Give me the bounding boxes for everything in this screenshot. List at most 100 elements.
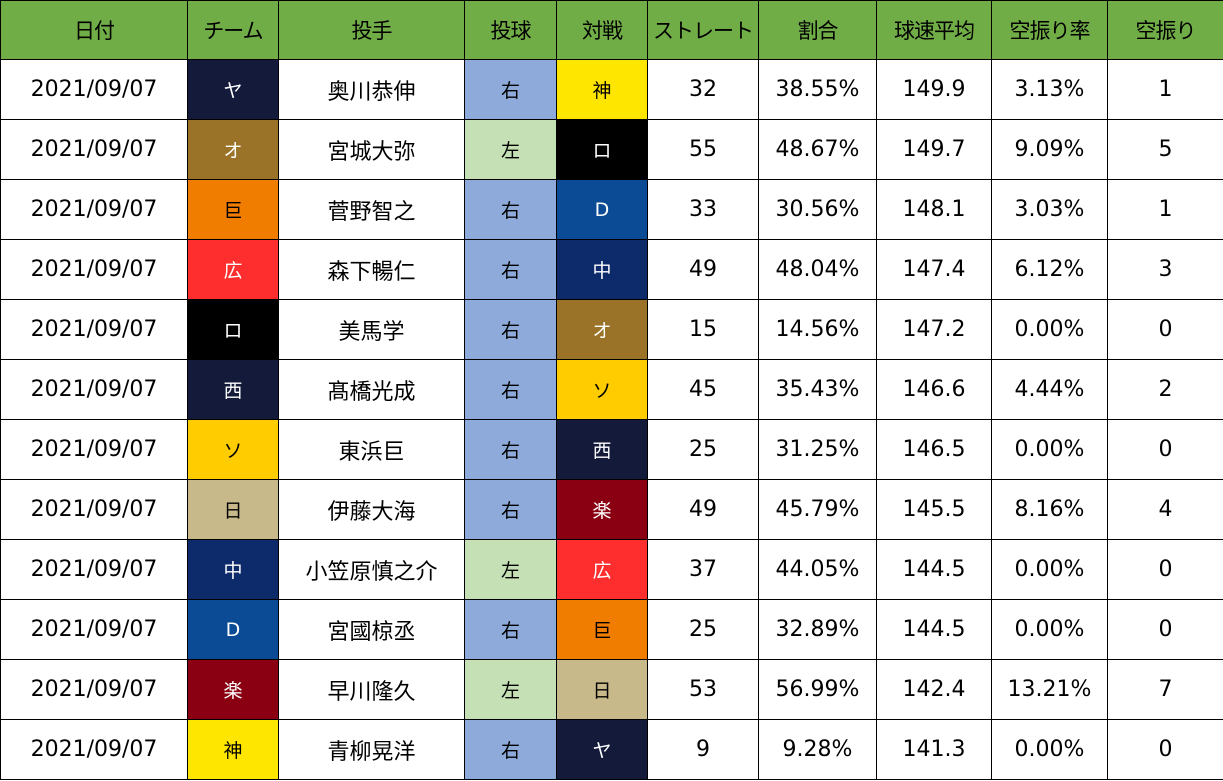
cell-opponent: ロ xyxy=(556,119,648,180)
cell-straight: 33 xyxy=(647,179,759,240)
cell-team: D xyxy=(187,599,279,660)
cell-straight: 9 xyxy=(647,719,759,780)
cell-opponent: D xyxy=(556,179,648,240)
cell-opponent: オ xyxy=(556,299,648,360)
cell-whiff-rate: 9.09% xyxy=(991,119,1108,180)
cell-straight: 53 xyxy=(647,659,759,720)
table-row: 2021/09/07 ロ美馬学右オ 15 14.56% 147.2 0.00% 0 xyxy=(0,299,1223,360)
cell-date: 2021/09/07 xyxy=(0,119,188,180)
cell-speed: 144.5 xyxy=(876,539,992,600)
header-whiff-rate: 空振り率 xyxy=(991,0,1108,60)
cell-speed: 146.6 xyxy=(876,359,992,420)
cell-whiff-rate: 0.00% xyxy=(991,599,1108,660)
cell-hand: 左 xyxy=(464,539,557,600)
cell-ratio: 44.05% xyxy=(758,539,877,600)
cell-date: 2021/09/07 xyxy=(0,179,188,240)
cell-whiffs: 3 xyxy=(1107,239,1223,300)
cell-date: 2021/09/07 xyxy=(0,719,188,780)
cell-date: 2021/09/07 xyxy=(0,59,188,120)
cell-whiff-rate: 0.00% xyxy=(991,419,1108,480)
cell-pitcher: 森下暢仁 xyxy=(278,239,465,300)
cell-whiffs: 0 xyxy=(1107,539,1223,600)
cell-opponent: 西 xyxy=(556,419,648,480)
cell-pitcher: 伊藤大海 xyxy=(278,479,465,540)
cell-speed: 141.3 xyxy=(876,719,992,780)
cell-pitcher: 宮國椋丞 xyxy=(278,599,465,660)
cell-team: 中 xyxy=(187,539,279,600)
cell-date: 2021/09/07 xyxy=(0,359,188,420)
cell-opponent: 神 xyxy=(556,59,648,120)
cell-speed: 147.2 xyxy=(876,299,992,360)
cell-hand: 右 xyxy=(464,419,557,480)
cell-date: 2021/09/07 xyxy=(0,419,188,480)
header-row: 日付 チーム 投手 投球 対戦 ストレート 割合 球速平均 空振り率 空振り xyxy=(0,0,1223,60)
table-row: 2021/09/07 D 宮國椋丞右巨 25 32.89% 144.5 0.00% 0 xyxy=(0,599,1223,660)
cell-speed: 145.5 xyxy=(876,479,992,540)
cell-opponent: 楽 xyxy=(556,479,648,540)
cell-pitcher: 菅野智之 xyxy=(278,179,465,240)
table-row: 2021/09/07 中小笠原慎之介左広 37 44.05% 144.5 0.00% 0 xyxy=(0,539,1223,600)
header-speed: 球速平均 xyxy=(876,0,992,60)
cell-team: ロ xyxy=(187,299,279,360)
cell-team: ヤ xyxy=(187,59,279,120)
cell-pitcher: 宮城大弥 xyxy=(278,119,465,180)
cell-whiffs: 7 xyxy=(1107,659,1223,720)
cell-whiff-rate: 0.00% xyxy=(991,539,1108,600)
cell-date: 2021/09/07 xyxy=(0,479,188,540)
cell-hand: 右 xyxy=(464,239,557,300)
cell-ratio: 48.67% xyxy=(758,119,877,180)
cell-ratio: 38.55% xyxy=(758,59,877,120)
cell-whiff-rate: 6.12% xyxy=(991,239,1108,300)
cell-pitcher: 美馬学 xyxy=(278,299,465,360)
header-ratio: 割合 xyxy=(758,0,877,60)
cell-pitcher: 東浜巨 xyxy=(278,419,465,480)
cell-speed: 149.9 xyxy=(876,59,992,120)
table-row: 2021/09/07 巨菅野智之右 D 33 30.56% 148.1 3.03% 1 xyxy=(0,179,1223,240)
cell-straight: 49 xyxy=(647,479,759,540)
cell-hand: 右 xyxy=(464,59,557,120)
cell-straight: 37 xyxy=(647,539,759,600)
table-row: 2021/09/07 ヤ奥川恭伸右神 32 38.55% 149.9 3.13% 1 xyxy=(0,59,1223,120)
cell-ratio: 48.04% xyxy=(758,239,877,300)
cell-straight: 45 xyxy=(647,359,759,420)
cell-ratio: 45.79% xyxy=(758,479,877,540)
cell-whiffs: 0 xyxy=(1107,719,1223,780)
table-row: 2021/09/07 楽早川隆久左日 53 56.99% 142.4 13.21% 7 xyxy=(0,659,1223,720)
cell-speed: 142.4 xyxy=(876,659,992,720)
cell-ratio: 35.43% xyxy=(758,359,877,420)
cell-whiffs: 4 xyxy=(1107,479,1223,540)
cell-straight: 25 xyxy=(647,419,759,480)
cell-ratio: 9.28% xyxy=(758,719,877,780)
cell-date: 2021/09/07 xyxy=(0,599,188,660)
cell-pitcher: 小笠原慎之介 xyxy=(278,539,465,600)
cell-straight: 25 xyxy=(647,599,759,660)
cell-whiff-rate: 3.13% xyxy=(991,59,1108,120)
cell-speed: 146.5 xyxy=(876,419,992,480)
table-row: 2021/09/07 日伊藤大海右楽 49 45.79% 145.5 8.16% 4 xyxy=(0,479,1223,540)
cell-whiff-rate: 3.03% xyxy=(991,179,1108,240)
table-row: 2021/09/07 オ宮城大弥左ロ 55 48.67% 149.7 9.09% 5 xyxy=(0,119,1223,180)
header-opponent: 対戦 xyxy=(556,0,648,60)
cell-team: ソ xyxy=(187,419,279,480)
cell-whiffs: 2 xyxy=(1107,359,1223,420)
cell-team: オ xyxy=(187,119,279,180)
cell-ratio: 30.56% xyxy=(758,179,877,240)
cell-hand: 右 xyxy=(464,599,557,660)
cell-date: 2021/09/07 xyxy=(0,539,188,600)
cell-opponent: 日 xyxy=(556,659,648,720)
table-row: 2021/09/07 神青柳晃洋右ヤ 9 9.28% 141.3 0.00% 0 xyxy=(0,719,1223,780)
cell-opponent: ヤ xyxy=(556,719,648,780)
cell-straight: 49 xyxy=(647,239,759,300)
cell-straight: 55 xyxy=(647,119,759,180)
cell-whiff-rate: 13.21% xyxy=(991,659,1108,720)
cell-team: 日 xyxy=(187,479,279,540)
cell-straight: 15 xyxy=(647,299,759,360)
cell-speed: 148.1 xyxy=(876,179,992,240)
table-row: 2021/09/07 ソ東浜巨右西 25 31.25% 146.5 0.00% 0 xyxy=(0,419,1223,480)
cell-date: 2021/09/07 xyxy=(0,659,188,720)
cell-hand: 右 xyxy=(464,479,557,540)
cell-whiffs: 0 xyxy=(1107,599,1223,660)
cell-hand: 右 xyxy=(464,179,557,240)
header-whiffs: 空振り xyxy=(1107,0,1223,60)
cell-whiffs: 5 xyxy=(1107,119,1223,180)
